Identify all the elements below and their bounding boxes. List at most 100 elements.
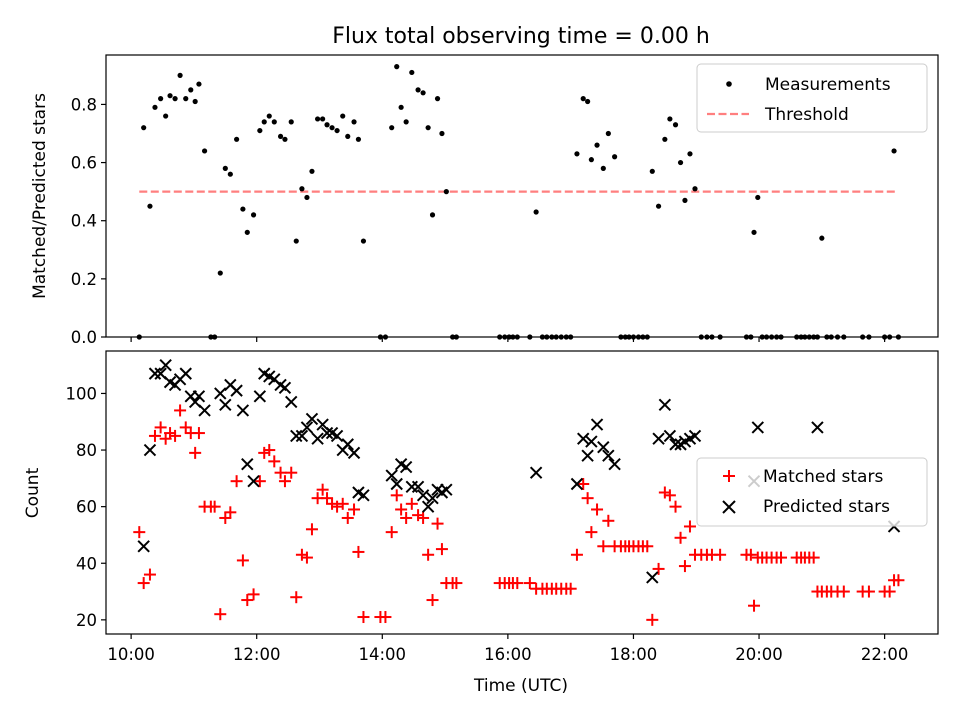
measurement-point: [394, 64, 400, 70]
matched-star-point: [417, 511, 430, 524]
count-x-tick-label: 22:00: [861, 645, 909, 664]
matched-star-point: [581, 492, 594, 505]
predicted-star-point: [198, 404, 211, 417]
predicted-star-point: [159, 358, 172, 372]
measurement-point: [687, 151, 693, 157]
matched-star-point: [295, 548, 308, 561]
predicted-star-point: [688, 429, 702, 443]
predicted-star-point: [253, 390, 267, 403]
count-y-tick-label: 100: [66, 384, 98, 403]
measurement-point: [167, 93, 173, 99]
matched-star-point: [674, 531, 687, 544]
matched-star-point: [316, 483, 329, 496]
ratio-legend: Measurements Threshold: [696, 63, 928, 133]
measurement-point: [420, 90, 426, 96]
measurement-point: [667, 116, 673, 122]
measurement-point: [672, 122, 679, 128]
predicted-star-point: [751, 421, 764, 434]
measurement-point: [329, 125, 335, 131]
measurement-point: [282, 136, 288, 142]
count-y-tick-label: 40: [76, 554, 97, 573]
matched-star-point: [247, 588, 260, 601]
predicted-star-point: [320, 426, 334, 440]
predicted-star-point: [646, 571, 659, 584]
matched-star-point: [385, 526, 398, 539]
matched-star-point: [807, 551, 820, 564]
legend-predicted-label: Predicted stars: [763, 497, 890, 517]
matched-star-point: [390, 489, 403, 502]
measurement-point: [655, 203, 662, 209]
predicted-star-point: [219, 398, 232, 411]
matched-star-point: [278, 475, 291, 488]
measurement-point: [222, 165, 228, 171]
measurement-point: [755, 194, 761, 201]
matched-star-point: [169, 429, 182, 442]
matched-star-point: [431, 517, 444, 530]
measurement-point: [425, 125, 431, 131]
predicted-star-point: [658, 398, 672, 411]
matched-star-point: [357, 611, 370, 624]
matched-star-point: [435, 543, 448, 556]
matched-star-point: [336, 497, 349, 510]
matched-star-point: [883, 585, 896, 598]
measurement-point: [600, 165, 606, 171]
count-y-tick-label: 60: [76, 498, 97, 517]
count-x-tick-label: 14:00: [359, 645, 407, 664]
matched-star-point: [154, 421, 167, 434]
measurement-point: [304, 194, 310, 201]
matched-star-point: [164, 427, 177, 440]
measurement-point: [819, 235, 825, 241]
measurement-point: [257, 127, 263, 134]
measurement-point: [324, 122, 330, 128]
matched-star-point: [591, 503, 604, 516]
predicted-star-point: [300, 421, 314, 434]
predicted-star-point: [247, 474, 260, 488]
measurement-point: [612, 154, 618, 160]
measurement-point: [152, 104, 158, 110]
matched-star-point: [511, 577, 524, 590]
measurement-point: [293, 238, 299, 244]
measurement-point: [533, 209, 539, 215]
count-legend: Matched stars Predicted stars: [696, 457, 928, 527]
measurement-point: [751, 229, 757, 235]
matched-star-point: [224, 506, 237, 519]
matched-star-point: [189, 446, 202, 459]
predicted-star-point: [311, 432, 324, 445]
matched-star-point: [564, 582, 577, 595]
matched-star-point: [253, 475, 266, 488]
matched-star-point: [148, 429, 161, 442]
ratio-y-tick-label: 0.2: [71, 270, 97, 289]
measurement-point: [588, 157, 594, 163]
measurement-point: [217, 270, 223, 276]
matched-star-point: [400, 511, 413, 524]
matched-star-point: [422, 548, 435, 561]
predicted-star-point: [597, 441, 610, 454]
predicted-star-point: [581, 449, 594, 462]
matched-star-point: [236, 554, 249, 567]
measurement-point: [266, 113, 272, 119]
matched-star-point: [379, 611, 392, 624]
matched-star-point: [663, 489, 676, 502]
predicted-star-point: [385, 469, 398, 482]
count-x-axis-label: Time (UTC): [473, 676, 568, 696]
predicted-star-point: [330, 429, 344, 443]
matched-star-point: [570, 548, 583, 561]
predicted-star-point: [652, 432, 665, 445]
measurement-point: [662, 136, 668, 142]
predicted-star-point: [192, 390, 206, 403]
measurement-point: [389, 125, 395, 131]
matched-star-point: [658, 486, 671, 499]
matched-star-point: [230, 475, 243, 488]
matched-star-point: [669, 500, 682, 513]
predicted-star-point: [421, 500, 435, 513]
measurement-point: [580, 96, 586, 102]
measurement-point: [227, 171, 233, 177]
measurement-point: [409, 69, 415, 76]
legend-matched-label: Matched stars: [763, 467, 883, 487]
matched-star-point: [837, 585, 850, 598]
measurement-point: [605, 130, 611, 137]
predicted-star-point: [347, 446, 361, 460]
measurement-point: [163, 113, 169, 119]
measurement-point: [309, 168, 315, 174]
measurement-point: [183, 96, 189, 102]
